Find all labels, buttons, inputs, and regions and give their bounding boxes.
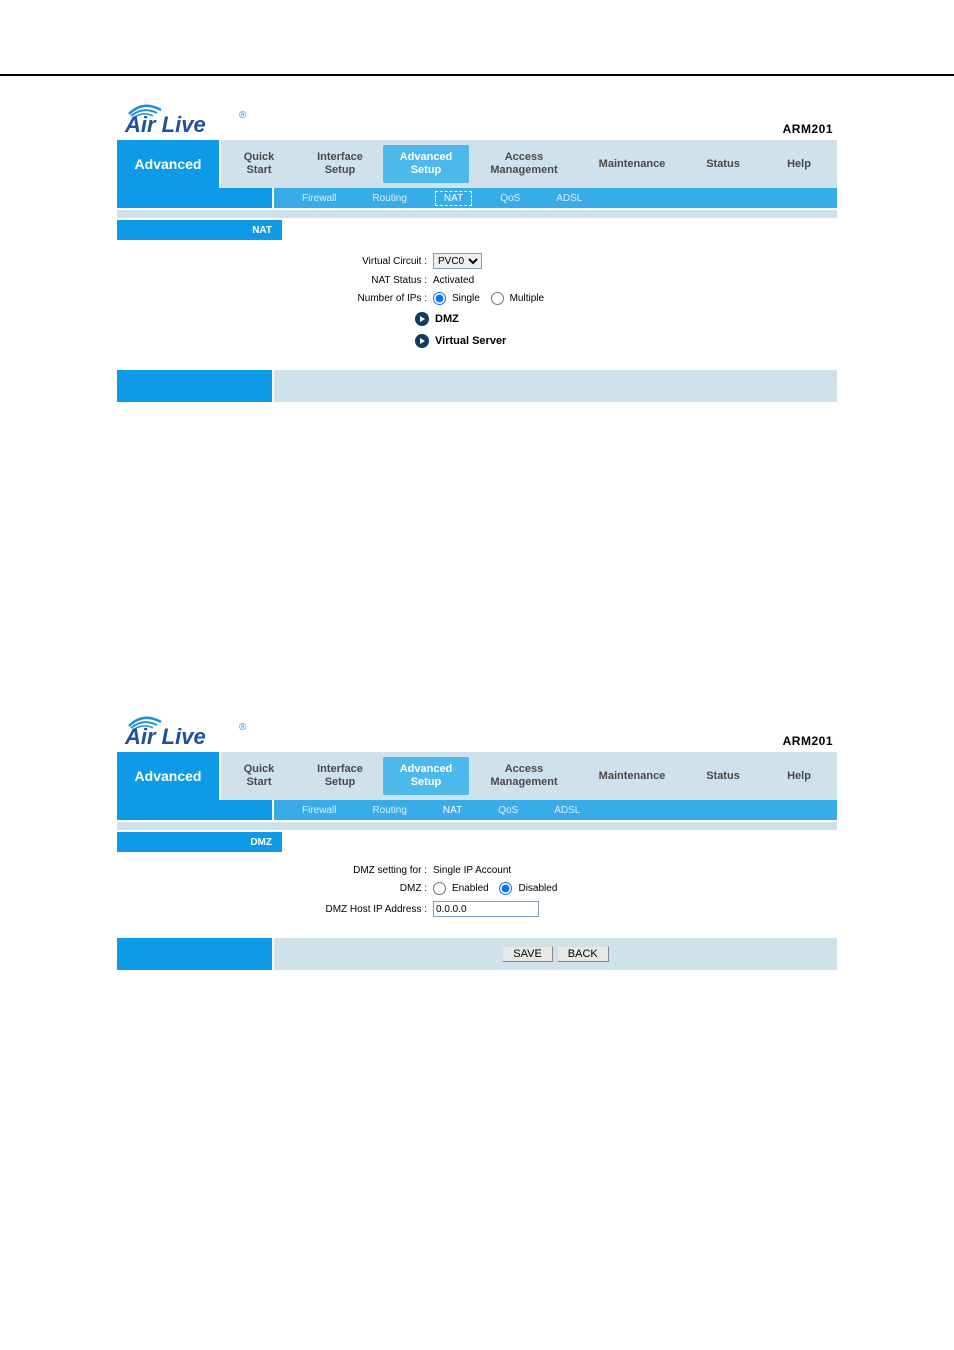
num-ips-multiple-label: Multiple	[510, 293, 544, 304]
arrow-icon	[415, 334, 429, 348]
subnav-firewall[interactable]: Firewall	[284, 805, 354, 816]
nav-title: Advanced	[117, 140, 221, 188]
dmz-content: DMZ setting for : Single IP Account DMZ …	[117, 852, 837, 938]
dmz-host-ip-label: DMZ Host IP Address :	[282, 904, 433, 915]
dmz-setting-for-value: Single IP Account	[433, 865, 511, 876]
dmz-link[interactable]: DMZ	[282, 308, 829, 330]
subnav-nat[interactable]: NAT	[425, 805, 480, 816]
dmz-setting-for-row: DMZ setting for : Single IP Account	[282, 862, 829, 879]
dmz-enabled-label: Enabled	[452, 883, 489, 894]
svg-text:Air Live: Air Live	[124, 112, 206, 136]
logo-row: Air Live ® ARM201	[117, 712, 837, 752]
svg-text:Air Live: Air Live	[124, 724, 206, 748]
dmz-state-row: DMZ : Enabled Disabled	[282, 879, 829, 898]
dmz-disabled-radio[interactable]	[499, 882, 512, 895]
subnav-qos[interactable]: QoS	[480, 805, 536, 816]
num-ips-label: Number of IPs :	[282, 293, 433, 304]
nav-interface-setup[interactable]: Interface Setup	[297, 763, 383, 788]
gap	[117, 820, 837, 832]
nat-status-row: NAT Status : Activated	[282, 272, 829, 289]
virtual-server-link[interactable]: Virtual Server	[282, 330, 829, 352]
logo-row: Air Live ® ARM201	[117, 100, 837, 140]
back-button[interactable]: BACK	[557, 946, 609, 962]
num-ips-single-label: Single	[452, 293, 480, 304]
nav-interface-setup[interactable]: Interface Setup	[297, 151, 383, 176]
subnav-adsl[interactable]: ADSL	[536, 805, 598, 816]
nav-access-management[interactable]: Access Management	[469, 151, 579, 176]
subnav-firewall[interactable]: Firewall	[284, 193, 354, 204]
nat-header: NAT	[117, 220, 284, 240]
subnav-adsl[interactable]: ADSL	[538, 193, 600, 204]
subnav-nat[interactable]: NAT	[435, 191, 472, 206]
sub-nav: Firewall Routing NAT QoS ADSL	[117, 800, 837, 820]
save-button[interactable]: SAVE	[502, 946, 553, 962]
virtual-circuit-label: Virtual Circuit :	[282, 256, 433, 267]
model-label: ARM201	[783, 734, 833, 748]
nat-content: Virtual Circuit : PVC0 NAT Status : Acti…	[117, 240, 837, 370]
dmz-header-row: DMZ	[117, 832, 837, 852]
nav-quick-start[interactable]: Quick Start	[221, 151, 297, 176]
nat-header-row: NAT	[117, 220, 837, 240]
svg-text:®: ®	[239, 722, 247, 733]
svg-text:®: ®	[239, 110, 247, 121]
nav-maintenance[interactable]: Maintenance	[579, 770, 685, 783]
dmz-panel: Air Live ® ARM201 Advanced Quick Start I…	[117, 712, 837, 970]
nav-quick-start[interactable]: Quick Start	[221, 763, 297, 788]
nav-help[interactable]: Help	[761, 158, 837, 171]
arrow-icon	[415, 312, 429, 326]
dmz-state-label: DMZ :	[282, 883, 433, 894]
nat-status-label: NAT Status :	[282, 275, 433, 286]
dmz-host-ip-input[interactable]	[433, 901, 539, 917]
virtual-circuit-select[interactable]: PVC0	[433, 253, 482, 269]
main-nav: Advanced Quick Start Interface Setup Adv…	[117, 140, 837, 188]
num-ips-row: Number of IPs : Single Multiple	[282, 289, 829, 308]
num-ips-multiple-radio[interactable]	[491, 292, 504, 305]
nav-maintenance[interactable]: Maintenance	[579, 158, 685, 171]
nav-title: Advanced	[117, 752, 221, 800]
nav-status[interactable]: Status	[685, 770, 761, 783]
nat-footer	[117, 370, 837, 402]
nav-advanced-setup[interactable]: Advanced Setup	[383, 757, 469, 794]
page-rule	[0, 74, 954, 76]
dmz-footer: SAVE BACK	[117, 938, 837, 970]
subnav-routing[interactable]: Routing	[354, 193, 424, 204]
gap	[117, 208, 837, 220]
nav-help[interactable]: Help	[761, 770, 837, 783]
num-ips-single-radio[interactable]	[433, 292, 446, 305]
dmz-disabled-label: Disabled	[518, 883, 557, 894]
main-nav: Advanced Quick Start Interface Setup Adv…	[117, 752, 837, 800]
subnav-qos[interactable]: QoS	[482, 193, 538, 204]
nat-panel: Air Live ® ARM201 Advanced Quick Start I…	[117, 100, 837, 402]
airlive-logo: Air Live ®	[121, 100, 271, 136]
virtual-circuit-row: Virtual Circuit : PVC0	[282, 250, 829, 272]
subnav-routing[interactable]: Routing	[354, 805, 424, 816]
dmz-setting-for-label: DMZ setting for :	[282, 865, 433, 876]
nav-access-management[interactable]: Access Management	[469, 763, 579, 788]
dmz-host-ip-row: DMZ Host IP Address :	[282, 898, 829, 920]
model-label: ARM201	[783, 122, 833, 136]
dmz-enabled-radio[interactable]	[433, 882, 446, 895]
nav-status[interactable]: Status	[685, 158, 761, 171]
nav-advanced-setup[interactable]: Advanced Setup	[383, 145, 469, 182]
dmz-header: DMZ	[117, 832, 284, 852]
sub-nav: Firewall Routing NAT QoS ADSL	[117, 188, 837, 208]
airlive-logo: Air Live ®	[121, 712, 271, 748]
nat-status-value: Activated	[433, 275, 474, 286]
